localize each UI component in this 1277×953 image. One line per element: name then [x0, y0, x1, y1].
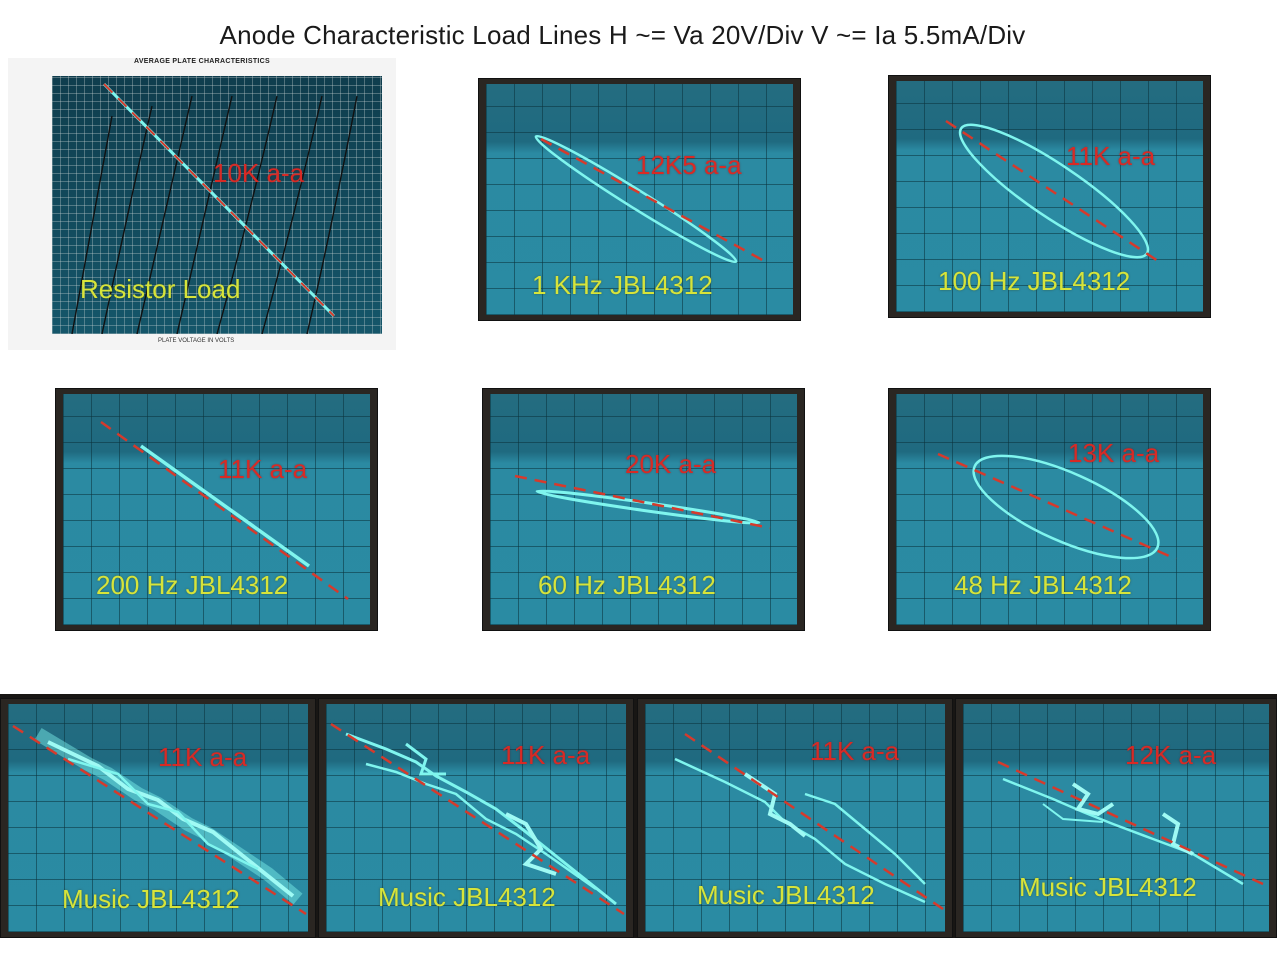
trace-svg [514, 474, 771, 530]
load-label: 12K a-a [1125, 740, 1217, 770]
plate-characteristics-datasheet: AVERAGE PLATE CHARACTERISTICS PLATE VOLT… [8, 58, 396, 350]
page-title: Anode Characteristic Load Lines H ~= Va … [219, 20, 1026, 50]
datasheet-header: AVERAGE PLATE CHARACTERISTICS [133, 58, 270, 65]
scope-panel-music-4: 12K a-a Music JBL4312 [955, 698, 1277, 938]
condition-label: Music JBL4312 [1019, 872, 1197, 902]
condition-label: 200 Hz JBL4312 [96, 570, 289, 600]
condition-label: 100 Hz JBL4312 [938, 266, 1131, 296]
datasheet-xlabel: PLATE VOLTAGE IN VOLTS [158, 338, 235, 344]
trace-svg [330, 722, 625, 916]
trace-svg [937, 452, 1177, 561]
scope-panel-music-1: 11K a-a Music JBL4312 [0, 698, 316, 938]
scope-screen: 20K a-a 60 Hz JBL4312 [490, 394, 797, 625]
load-label: 12K5 a-a [636, 150, 742, 180]
scope-panel-music-2: 11K a-a Music JBL4312 [318, 698, 634, 938]
load-label: 11K a-a [501, 740, 591, 770]
scope-screen: 12K5 a-a 1 KHz JBL4312 [486, 84, 793, 315]
scope-screen: 11K a-a 100 Hz JBL4312 [896, 81, 1203, 312]
scope-panel-100hz: 11K a-a 100 Hz JBL4312 [888, 75, 1211, 318]
trace-svg [12, 724, 307, 916]
load-label: 11K a-a [218, 454, 308, 484]
condition-label: Resistor Load [80, 274, 241, 304]
trace-svg [674, 732, 944, 911]
scope-panel-music-3: 11K a-a Music JBL4312 [637, 698, 953, 938]
trace-svg [534, 134, 767, 264]
trace-svg [100, 420, 349, 601]
condition-label: Music JBL4312 [62, 884, 240, 914]
scope-panel-200hz: 11K a-a 200 Hz JBL4312 [55, 388, 378, 631]
scope-panel-60hz: 20K a-a 60 Hz JBL4312 [482, 388, 805, 631]
load-label: 11K a-a [1066, 141, 1156, 171]
trace-svg [945, 119, 1159, 263]
condition-label: 60 Hz JBL4312 [538, 570, 716, 600]
load-label: 13K a-a [1068, 438, 1160, 468]
load-label: 11K a-a [810, 736, 900, 766]
condition-label: 1 KHz JBL4312 [532, 270, 713, 300]
condition-label: Music JBL4312 [697, 880, 875, 910]
plate-curves-plot [52, 76, 382, 334]
scope-screen: 11K a-a Music JBL4312 [8, 704, 308, 932]
condition-label: 48 Hz JBL4312 [954, 570, 1132, 600]
trace-svg [997, 760, 1264, 886]
scope-screen: 11K a-a Music JBL4312 [326, 704, 626, 932]
scope-screen: 12K a-a Music JBL4312 [963, 704, 1269, 932]
load-label: 11K a-a [158, 742, 248, 772]
scope-screen: 13K a-a 48 Hz JBL4312 [896, 394, 1203, 625]
scope-panel-1khz: 12K5 a-a 1 KHz JBL4312 [478, 78, 801, 321]
scope-panel-48hz: 13K a-a 48 Hz JBL4312 [888, 388, 1211, 631]
condition-label: Music JBL4312 [378, 882, 556, 912]
load-label: 20K a-a [625, 449, 717, 479]
load-label: 10K a-a [213, 158, 305, 188]
scope-screen: 11K a-a Music JBL4312 [645, 704, 945, 932]
plate-curves-svg [71, 82, 358, 334]
scope-screen: 11K a-a 200 Hz JBL4312 [63, 394, 370, 625]
